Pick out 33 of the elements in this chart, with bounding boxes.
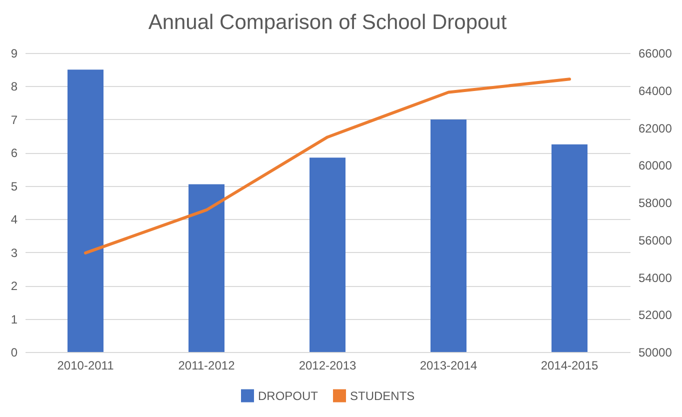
x-tick-label: 2010-2011 [57,358,114,372]
bar [310,158,346,352]
y-tick-label: 9 [10,46,18,60]
y2-tick-label: 64000 [638,84,672,98]
x-tick-label: 2012-2013 [298,358,357,372]
bar [188,184,224,352]
bar [430,119,466,352]
line-series [84,78,571,254]
y2-tick-label: 56000 [638,233,672,248]
bar [68,70,104,352]
y-tick-label: 8 [10,80,18,94]
legend-label: DROPOUT [258,388,319,403]
y2-tick-label: 60000 [638,158,672,173]
y-tick-label: 4 [10,212,18,227]
y2-tick-label: 50000 [638,346,672,360]
legend-label: STUDENTS [350,388,415,403]
x-tick-label: 2011-2012 [178,358,236,372]
y-tick-label: 2 [10,279,18,294]
y2-tick-label: 54000 [638,270,672,285]
y2-tick-label: 66000 [638,46,672,60]
y-tick-label: 5 [10,179,18,194]
y2-tick-label: 58000 [638,196,672,210]
y-tick-label: 0 [10,346,18,360]
y-tick-label: 1 [10,312,18,326]
y2-tick-label: 52000 [638,308,672,322]
y2-tick-label: 62000 [638,121,672,136]
x-tick-label: 2013-2014 [420,358,478,372]
y-tick-label: 3 [10,246,18,260]
chart-title: Annual Comparison of School Dropout [148,11,507,34]
bar [552,144,588,352]
y-tick-label: 6 [10,146,18,160]
y-tick-label: 7 [10,112,18,127]
x-tick-label: 2014-2015 [540,358,599,372]
